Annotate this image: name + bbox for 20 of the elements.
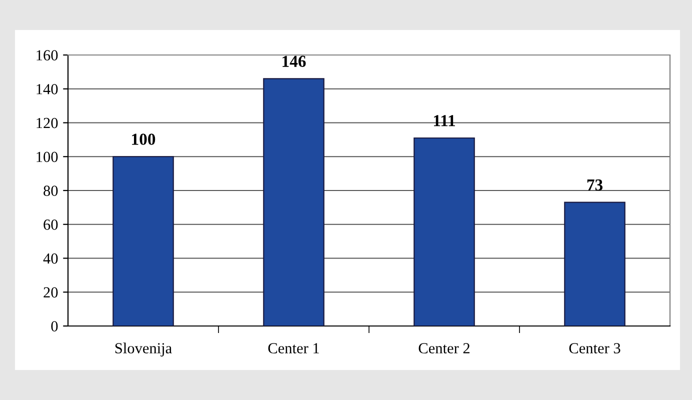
y-tick-label: 120 [36, 118, 58, 128]
y-tick-label: 20 [44, 287, 58, 298]
data-label: 146 [282, 56, 306, 67]
y-tick-label: 40 [43, 253, 58, 264]
y-tick-label: 160 [36, 50, 58, 60]
x-tick-label: Center 2 [418, 343, 470, 354]
y-tick-label: 60 [44, 220, 58, 230]
bar [112, 156, 174, 326]
data-label: 73 [587, 179, 603, 191]
y-tick-label: 80 [44, 186, 58, 196]
bar [414, 137, 475, 326]
bar [564, 202, 626, 326]
x-tick-label: Slovenija [115, 342, 172, 357]
data-label: 100 [132, 134, 156, 145]
y-tick-label: 140 [36, 84, 58, 94]
y-tick-label: 100 [36, 152, 58, 162]
y-tick-label: 0 [51, 321, 58, 332]
x-tick-label: Center 1 [268, 343, 319, 354]
x-tick-label: Center 3 [569, 343, 620, 354]
bar [263, 78, 324, 326]
